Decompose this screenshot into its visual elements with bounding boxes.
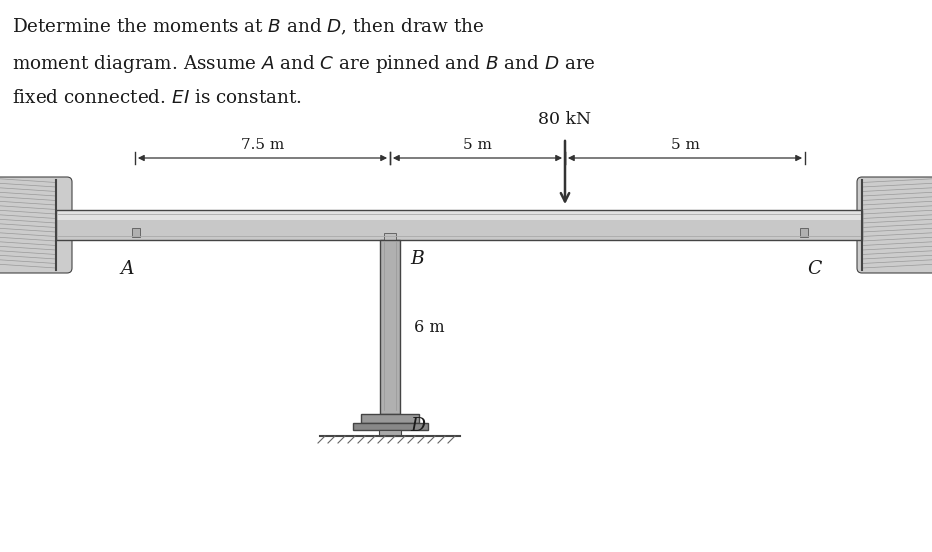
Bar [384,233,396,243]
Text: 5 m: 5 m [463,138,492,152]
Bar [56,210,862,240]
Text: D: D [410,417,425,435]
Text: B: B [410,250,424,268]
Text: moment diagram. Assume $A$ and $C$ are pinned and $B$ and $D$ are: moment diagram. Assume $A$ and $C$ are p… [12,53,596,75]
Text: 80 kN: 80 kN [539,111,592,128]
Text: A: A [120,260,134,278]
Bar [352,423,428,430]
Text: 6 m: 6 m [414,319,445,336]
Bar [379,430,401,436]
Text: fixed connected. $EI$ is constant.: fixed connected. $EI$ is constant. [12,89,302,107]
Text: 5 m: 5 m [670,138,699,152]
FancyBboxPatch shape [0,177,72,273]
Bar [380,240,400,414]
Text: 7.5 m: 7.5 m [240,138,284,152]
Bar [361,414,419,423]
Bar [56,220,862,240]
FancyBboxPatch shape [857,177,932,273]
Bar [56,210,862,220]
Bar [131,229,140,237]
Text: C: C [807,260,821,278]
Bar [800,229,808,237]
Text: Determine the moments at $B$ and $D$, then draw the: Determine the moments at $B$ and $D$, th… [12,17,485,38]
